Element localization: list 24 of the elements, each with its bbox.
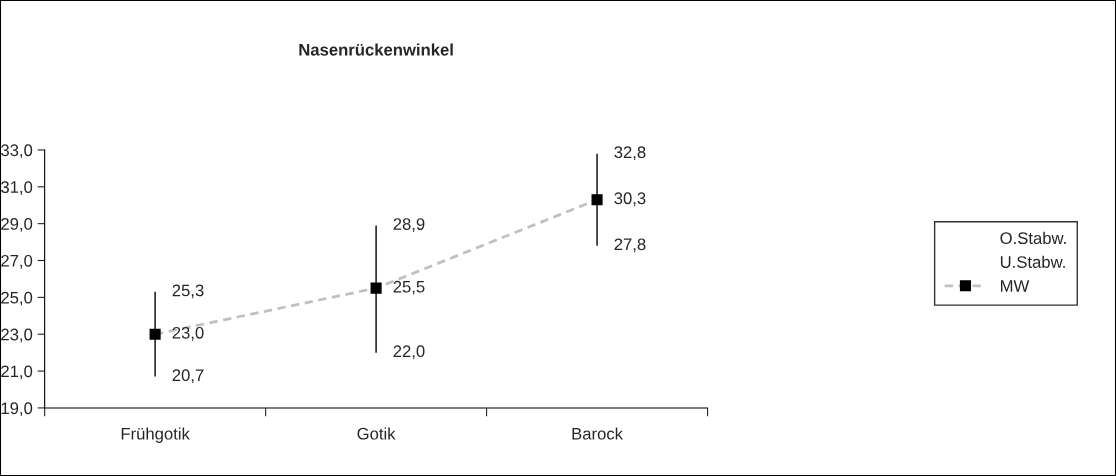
data-label: 25,5 [393, 280, 425, 295]
annotation: 32,8 [614, 146, 646, 161]
annotation: 22,0 [393, 345, 425, 360]
y-tick-label: 23,0 [1, 328, 33, 343]
y-tick-label: 25,0 [1, 291, 33, 306]
annotation: 20,7 [172, 369, 204, 384]
y-tick-label: 33,0 [1, 144, 33, 159]
y-tick-label: 19,0 [1, 402, 33, 417]
legend-label: MW [1001, 280, 1030, 292]
y-tick-label: 27,0 [1, 254, 33, 269]
x-tick-label: Frühgotik [121, 427, 190, 443]
text: O.Stabw. [1000, 231, 1066, 245]
x-tick-label: Gotik [357, 427, 396, 440]
data-label: 30,3 [614, 192, 646, 207]
y-tick-label: 21,0 [1, 365, 33, 380]
data-label: 23,0 [172, 326, 204, 341]
annotation: 25,3 [172, 284, 204, 299]
y-tick-label: 29,0 [1, 218, 33, 232]
annotation: 27,8 [614, 238, 646, 253]
annotation: 28,9 [393, 218, 425, 232]
chart-title: Nasenrückenwinkel [299, 43, 453, 56]
y-tick-label: 31,0 [1, 181, 33, 195]
x-tick-label: Barock [572, 427, 624, 440]
text: U.Stabw. [1000, 255, 1065, 268]
